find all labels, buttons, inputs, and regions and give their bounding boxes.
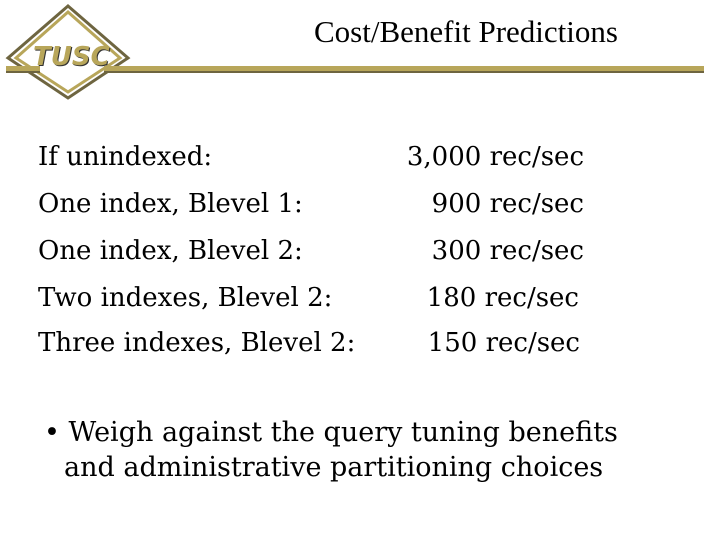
row-label: One index, Blevel 1:: [38, 189, 303, 219]
slide-title: Cost/Benefit Predictions: [314, 14, 618, 49]
tusc-logo: TUSC: [0, 0, 140, 100]
row-label: One index, Blevel 2:: [38, 236, 303, 266]
row-value: 3,000 rec/sec: [406, 142, 584, 172]
row-label: If unindexed:: [38, 142, 213, 172]
row-value: 300 rec/sec: [431, 236, 584, 266]
title-rule: [104, 66, 704, 73]
row-value: 900 rec/sec: [431, 189, 584, 219]
row-value: 150 rec/sec: [427, 328, 580, 358]
logo-diamond-icon: [5, 4, 131, 100]
bullet-text-line1: Weigh against the query tuning benefits: [68, 417, 618, 448]
row-label: Two indexes, Blevel 2:: [38, 283, 333, 313]
bullet-text-line2: and administrative partitioning choices: [64, 452, 604, 483]
logo-text: TUSC: [33, 42, 110, 72]
bullet-marker: •: [44, 417, 60, 448]
title-rule-left: [6, 66, 40, 73]
row-label: Three indexes, Blevel 2:: [38, 328, 356, 358]
bullet-point: • Weigh against the query tuning benefit…: [44, 416, 618, 450]
row-value: 180 rec/sec: [426, 283, 579, 313]
